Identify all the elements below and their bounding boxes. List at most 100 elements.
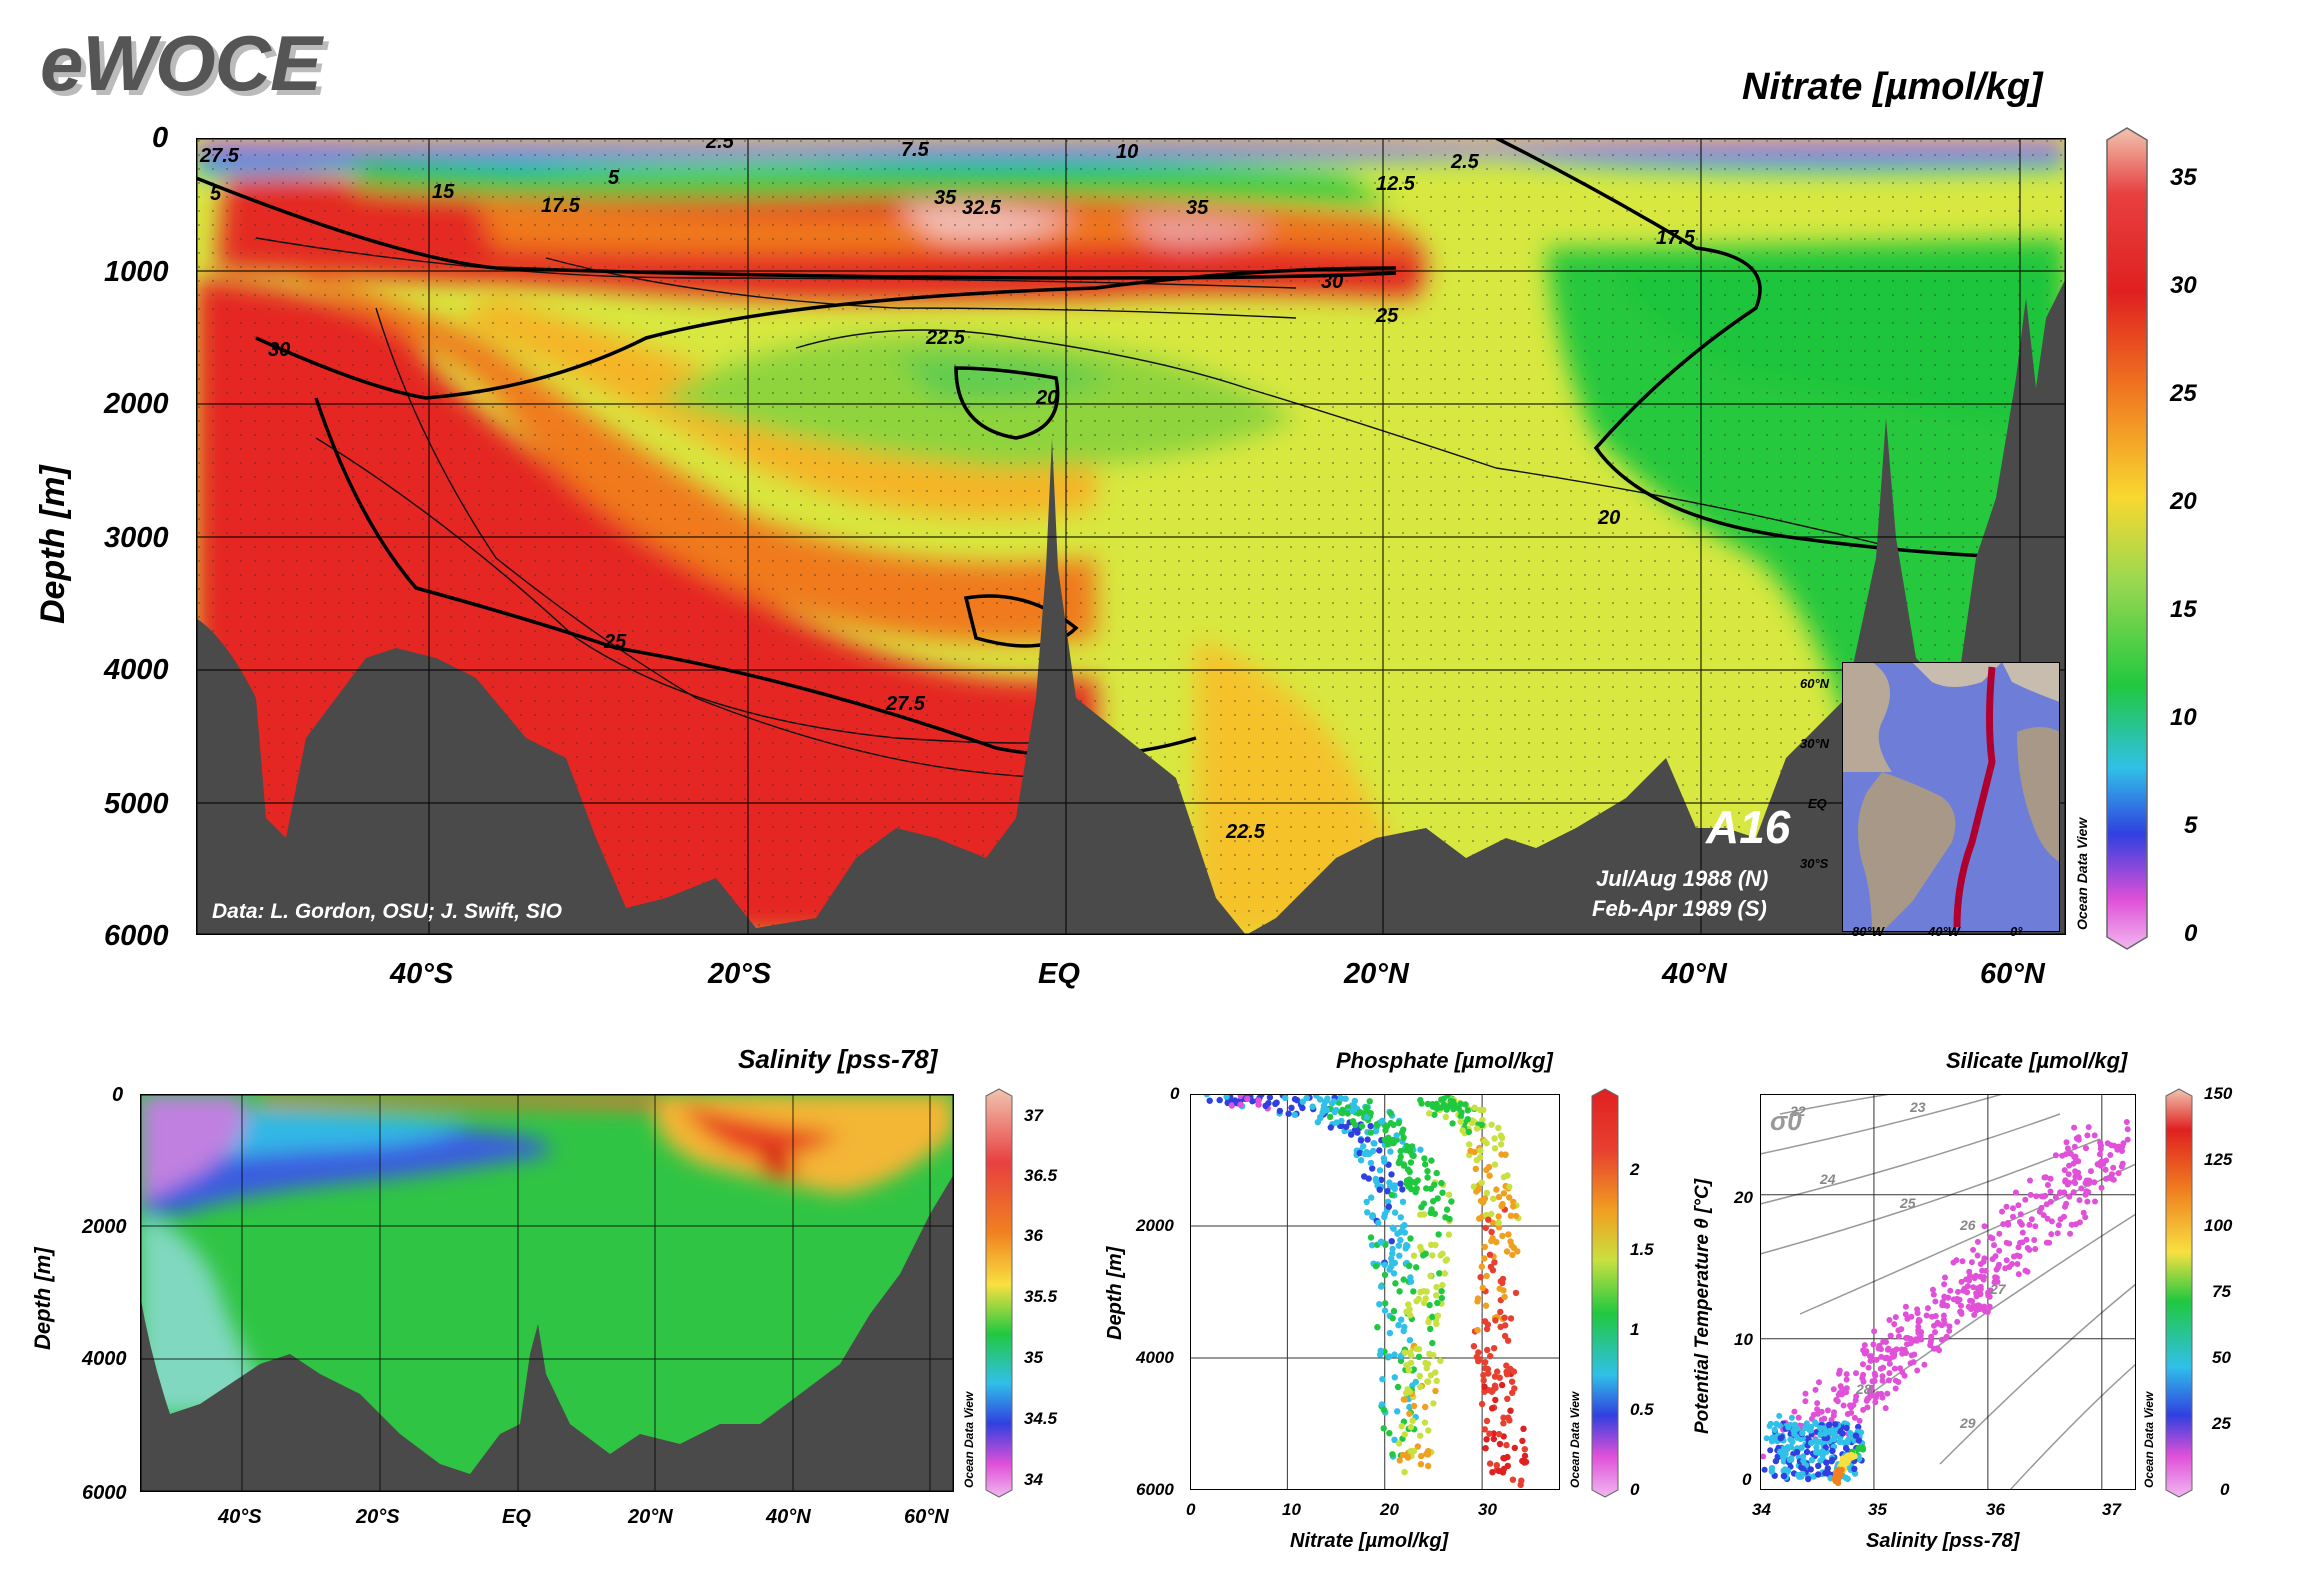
scatter-point <box>1422 1403 1429 1411</box>
scatter-point <box>1853 1393 1860 1400</box>
scatter-point <box>1331 1108 1338 1116</box>
scatter-point <box>1932 1298 1939 1305</box>
scatter-point <box>1376 1167 1384 1174</box>
scatter-point <box>2088 1168 2094 1175</box>
scatter-point <box>2055 1222 2062 1229</box>
scatter-point <box>1842 1474 1849 1481</box>
scatter-point <box>1503 1368 1510 1375</box>
scatter-point <box>1481 1243 1489 1251</box>
scatter-point <box>1800 1457 1807 1464</box>
scatter-point <box>2003 1257 2010 1264</box>
scatter-point <box>1412 1378 1419 1386</box>
scatter-point <box>1773 1420 1780 1428</box>
scatter-point <box>1865 1364 1872 1371</box>
scatter-point <box>2084 1132 2091 1139</box>
scatter-point <box>1401 1396 1408 1403</box>
sal-cbar-tick: 34 <box>1024 1470 1043 1489</box>
scatter-point <box>1832 1478 1839 1485</box>
contour-label: 7.5 <box>901 139 930 161</box>
scatter-point <box>1786 1456 1794 1463</box>
scatter-point <box>1381 1271 1389 1278</box>
scatter-point <box>2010 1205 2016 1212</box>
scatter-point <box>1799 1429 1806 1437</box>
scatter-point <box>1787 1443 1795 1451</box>
scatter-point <box>1798 1444 1805 1451</box>
scatter-point <box>1867 1357 1874 1364</box>
scatter-point <box>1946 1323 1953 1330</box>
scatter-point <box>1483 1417 1491 1425</box>
scatter-point <box>1856 1417 1863 1424</box>
scatter-point <box>1941 1293 1948 1300</box>
contour-label: 35 <box>934 187 957 209</box>
scatter-point <box>1389 1245 1396 1253</box>
scatter-point <box>1500 1465 1508 1473</box>
sil-cbar-tick: 25 <box>2212 1414 2231 1433</box>
scatter-point <box>2032 1223 2039 1230</box>
scatter-point <box>1388 1238 1395 1245</box>
scatter-point <box>1423 1185 1430 1192</box>
scatter-point <box>1979 1267 1986 1274</box>
scatter-point <box>1483 1436 1490 1443</box>
scatter-point <box>1465 1128 1473 1136</box>
scatter-point <box>1916 1317 1923 1324</box>
scatter-point <box>1457 1100 1464 1108</box>
scatter-point <box>1761 1466 1768 1473</box>
scatter-point <box>1488 1210 1495 1218</box>
contour-label: 25 <box>603 631 627 653</box>
scatter-point <box>1384 1188 1391 1195</box>
scatter-point <box>1970 1246 1977 1253</box>
scatter-point <box>1815 1471 1822 1478</box>
scatter-point <box>1390 1270 1398 1277</box>
scatter-point <box>2098 1142 2104 1149</box>
scatter-point <box>1342 1095 1349 1102</box>
scatter-point <box>1927 1339 1934 1346</box>
scatter-point <box>1899 1369 1906 1376</box>
scatter-point <box>2016 1218 2023 1225</box>
scatter-point <box>1424 1174 1431 1181</box>
scatter-point <box>1957 1308 1964 1315</box>
scatter-point <box>1262 1102 1269 1109</box>
scatter-point <box>1491 1145 1499 1152</box>
scatter-point <box>1772 1457 1780 1465</box>
scatter-point <box>1357 1157 1365 1164</box>
scatter-point <box>1418 1100 1425 1107</box>
scatter-point <box>2010 1253 2017 1260</box>
ewoce-logo: eWOCE <box>40 19 322 107</box>
scatter-point <box>1496 1285 1503 1292</box>
scatter-point <box>1520 1425 1527 1432</box>
scatter-point <box>1442 1214 1449 1221</box>
scatter-point <box>1399 1451 1407 1459</box>
scatter-point <box>1497 1308 1504 1316</box>
sil-x-tick: 36 <box>1986 1500 2005 1519</box>
scatter-point <box>1309 1103 1316 1110</box>
contour-label: 22.5 <box>1225 821 1266 843</box>
scatter-point <box>2085 1124 2092 1131</box>
scatter-point <box>1385 1203 1392 1210</box>
scatter-point <box>1902 1303 1909 1310</box>
scatter-point <box>1476 1154 1484 1161</box>
scatter-point <box>1843 1376 1850 1383</box>
scatter-point <box>1908 1313 1915 1320</box>
scatter-point <box>1356 1149 1363 1157</box>
scatter-point <box>1380 1425 1387 1432</box>
scatter-point <box>1917 1333 1924 1340</box>
scatter-point <box>1473 1353 1480 1361</box>
scatter-point <box>1363 1104 1370 1111</box>
scatter-point <box>1372 1262 1380 1270</box>
scatter-point <box>1336 1094 1344 1101</box>
scatter-point <box>1972 1272 1979 1279</box>
scatter-point <box>1504 1395 1511 1402</box>
scatter-point <box>1285 1110 1292 1117</box>
scatter-point <box>1791 1408 1798 1415</box>
scatter-point <box>1379 1376 1386 1383</box>
scatter-point <box>1509 1251 1516 1259</box>
scatter-point <box>1439 1189 1446 1196</box>
scatter-point <box>1873 1394 1879 1401</box>
scatter-point <box>1895 1333 1902 1340</box>
scatter-point <box>1815 1462 1822 1470</box>
sil-x-axis-label: Salinity [pss-78] <box>1866 1530 2020 1552</box>
scatter-point <box>1333 1119 1340 1126</box>
scatter-point <box>1955 1288 1961 1295</box>
scatter-point <box>1458 1109 1465 1116</box>
scatter-point <box>1387 1110 1394 1117</box>
